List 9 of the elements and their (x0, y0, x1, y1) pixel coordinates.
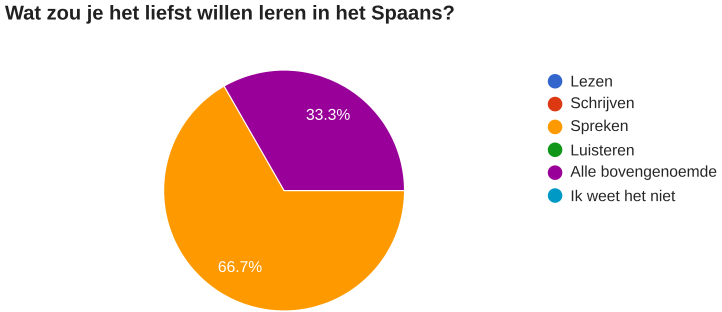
legend-label: Schrijven (571, 97, 634, 112)
legend-label: Ik weet het niet (572, 190, 676, 202)
data-label: 33.3% (306, 109, 350, 120)
legend-label: Luisteren (572, 144, 634, 156)
legend-label: Spreken (571, 120, 628, 134)
chart-title: Wat zou je het liefst willen leren in het Spaans? (4, 5, 454, 24)
legend-label: Lezen (572, 76, 612, 87)
data-label: 66.7% (218, 261, 262, 272)
legend-label: Alle bovengenoemde (570, 166, 716, 180)
